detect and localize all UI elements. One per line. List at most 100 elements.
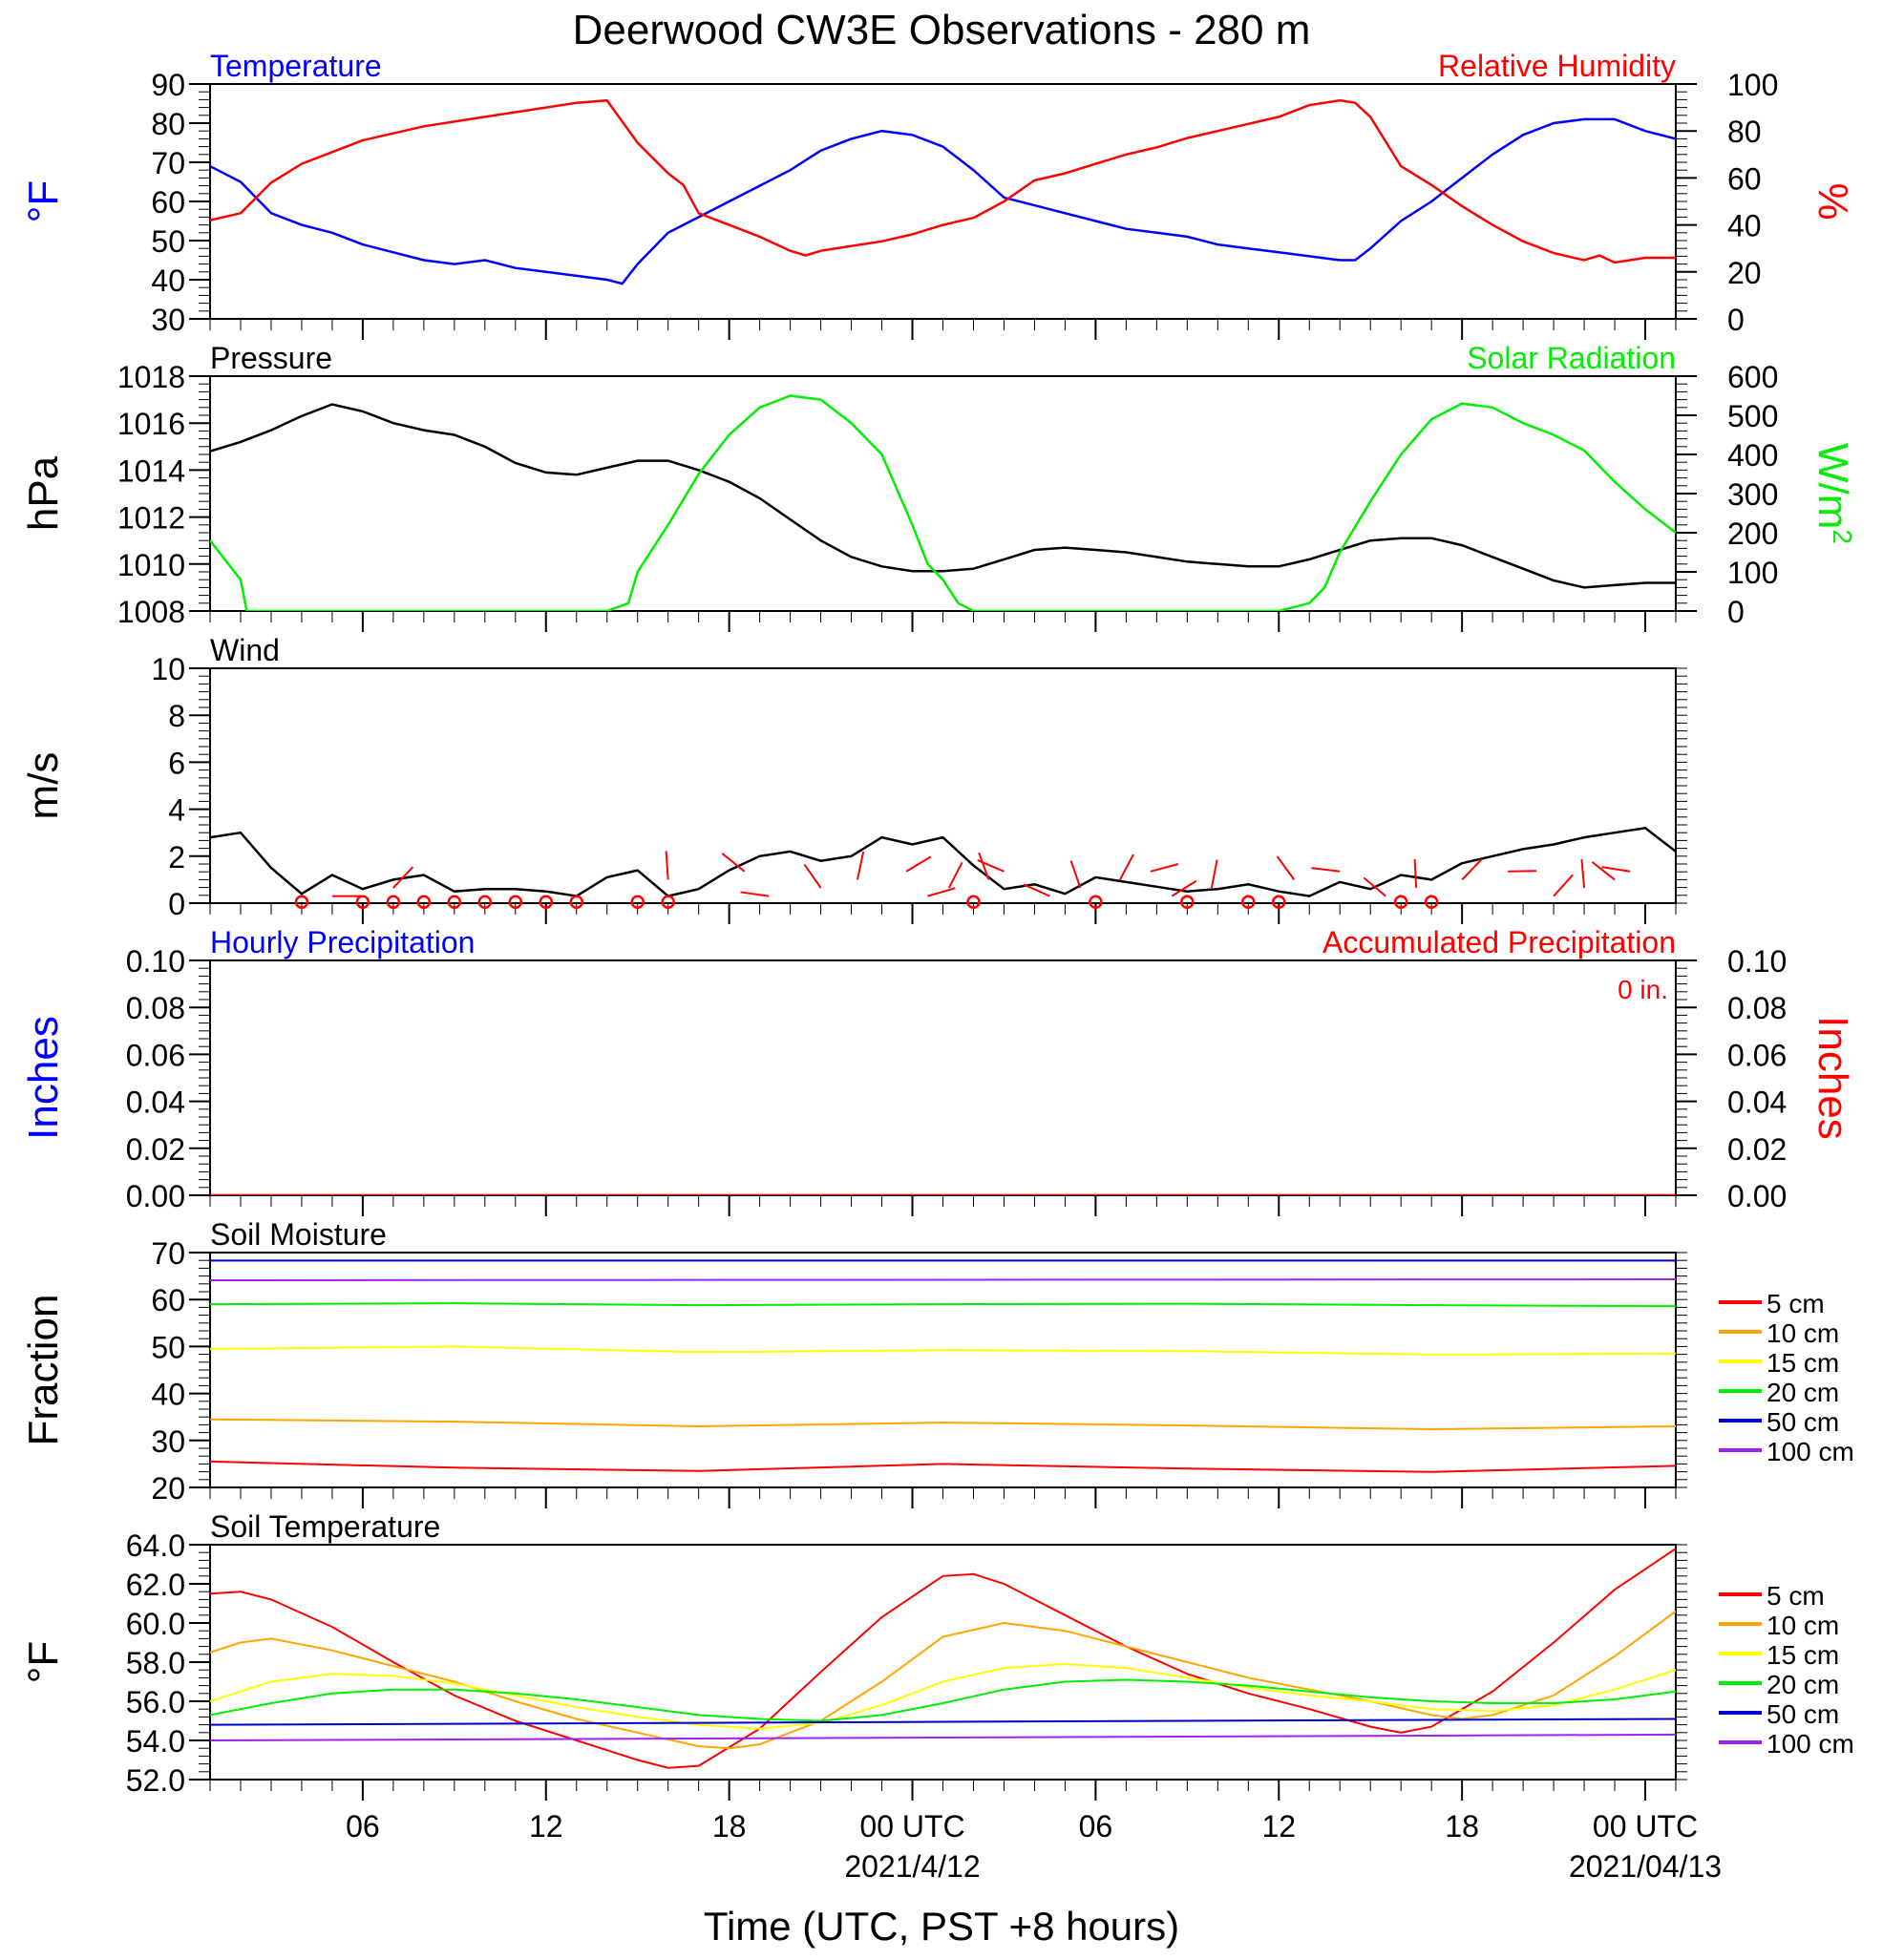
series-line-20-cm [210,1678,1676,1722]
legend-label: 20 cm [1767,1670,1839,1699]
wind-calm-marker [1393,895,1408,910]
y-tick-label-right: 20 [1727,256,1762,290]
wind-barb [1508,870,1537,873]
wind-barb [1210,859,1218,889]
plot-frame [209,959,1677,1196]
y-axis-label-right: % [1809,182,1856,220]
y-tick-label-right: 0 [1727,595,1745,629]
series-line-10-cm [210,1418,1676,1431]
y-tick-label-right: 40 [1727,209,1762,243]
wind-barb [1580,859,1586,889]
y-tick-label-left: 0.02 [126,1132,185,1167]
x-tick-label: 06 [346,1809,380,1844]
panel-title-left: Wind [210,633,280,667]
y-tick-label-left: 1012 [117,501,185,536]
precip-total-annotation: 0 in. [1618,975,1668,1004]
x-tick-date: 2021/4/12 [844,1849,980,1884]
y-tick-label-left: 40 [151,263,185,298]
wind-barb [1553,874,1574,897]
wind-calm-marker [447,895,462,910]
y-tick-label-left: 20 [151,1471,185,1506]
y-tick-label-left: 54.0 [126,1724,185,1759]
legend-label: 100 cm [1767,1729,1854,1759]
legend-label: 50 cm [1767,1407,1839,1437]
y-tick-label-right: 0.02 [1727,1132,1787,1167]
y-tick-label-left: 1010 [117,548,185,582]
chart-title: Deerwood CW3E Observations - 280 m [573,7,1311,53]
y-tick-label-right: 300 [1727,477,1778,512]
wind-calm-marker [1241,895,1256,910]
wind-calm-marker [508,895,523,910]
x-tick-label: 12 [1261,1809,1296,1844]
series-line-5-cm [210,1460,1676,1473]
legend-label: 50 cm [1767,1699,1839,1729]
y-axis-label-left: Fraction [20,1295,67,1446]
y-tick-label-right: 100 [1727,556,1778,590]
y-tick-label-left: 56.0 [126,1685,185,1719]
wind-calm-marker [1272,895,1286,910]
wind-calm-marker [1089,895,1103,910]
y-tick-label-right: 0.10 [1727,944,1787,979]
series-line-100-cm [210,1278,1676,1281]
wind-calm-marker [386,895,401,910]
panel-title-left: Soil Temperature [210,1509,440,1544]
y-axis-label-right-superscript: 2 [1829,529,1858,544]
y-axis-label-right: Inches [1809,1016,1856,1140]
series-line-10-cm [210,1610,1676,1750]
series-line-20-cm [210,1302,1676,1308]
legend-label: 5 cm [1767,1289,1825,1318]
wind-barb [1591,861,1616,881]
y-tick-label-right: 400 [1727,438,1778,473]
y-tick-label-left: 30 [151,1424,185,1459]
y-tick-label-left: 80 [151,107,185,141]
plot-frame [209,1252,1677,1488]
panel-title-left: Pressure [210,341,332,375]
y-tick-label-right: 200 [1727,516,1778,551]
series-line-solar-radiation [210,394,1676,611]
panel-temp_rh: 30 40 50 60 70 80 90 0 20 40 60 80 100 Temperature Rel… [20,49,1856,340]
y-tick-label-left: 0.00 [126,1179,185,1213]
wind-barb [1069,860,1082,889]
wind-calm-marker [966,895,981,910]
y-tick-label-right: 0.06 [1727,1038,1787,1072]
y-axis-label-right: W/m2 [1809,443,1858,544]
y-tick-label-left: 8 [168,699,185,733]
wind-barb [905,855,932,873]
legend-label: 10 cm [1767,1318,1839,1348]
x-axis: 06 12 18 00 UTC 2021/4/12 06 12 18 00 UTC 2021/04… [346,1809,1722,1884]
wind-barb [948,861,963,889]
wind-barb [1601,866,1631,873]
series-line-15-cm [210,1662,1676,1730]
wind-calm-marker [661,895,675,910]
y-tick-label-left: 64.0 [126,1528,185,1563]
wind-barb [1171,879,1197,897]
series-line-pressure [210,403,1676,589]
y-tick-label-right: 100 [1727,68,1778,102]
panel-title-right: Accumulated Precipitation [1322,925,1676,959]
panel-soil_moisture: 20 30 40 50 60 70 Soil Moisture Fraction 5 cm10 … [20,1217,1854,1508]
wind-barb [977,859,1005,873]
wind-barb [1413,858,1418,889]
wind-barb [1150,863,1179,873]
y-tick-label-right: 60 [1727,161,1762,196]
plot-frame [209,375,1677,612]
wind-calm-marker [477,895,493,910]
y-tick-label-right: 500 [1727,399,1778,433]
wind-calm-marker [539,895,554,910]
series-line-temperature [210,117,1676,285]
y-tick-label-left: 10 [151,652,185,686]
y-tick-label-left: 0.10 [126,944,185,979]
wind-barb [1023,883,1050,897]
x-tick-label: 00 UTC [859,1809,964,1844]
panel-title-left: Temperature [210,49,382,83]
x-tick-label: 18 [712,1809,747,1844]
panel-title-right: Relative Humidity [1438,49,1676,83]
y-tick-label-left: 0.08 [126,991,185,1025]
wind-barb [1363,876,1386,897]
y-tick-label-right: 0 [1727,303,1745,337]
plot-frame [209,667,1677,904]
y-axis-label-left: hPa [20,455,67,531]
y-tick-label-right: 80 [1727,115,1762,149]
wind-barb [1311,867,1341,873]
series-line-5-cm [210,1548,1676,1769]
